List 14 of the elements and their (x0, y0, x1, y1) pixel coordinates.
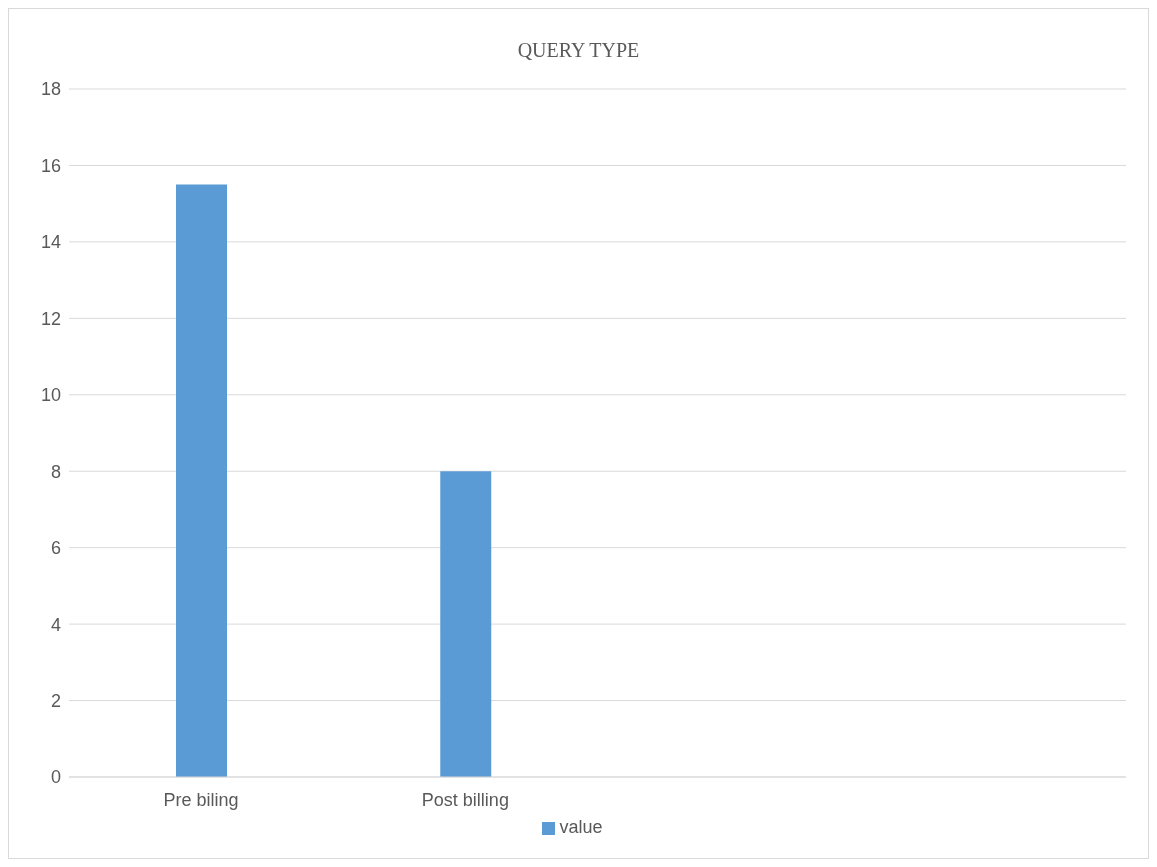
y-tick-label: 10 (40, 385, 61, 406)
x-tick-label: Pre biling (163, 789, 239, 810)
chart-title: QUERY TYPE (516, 39, 641, 62)
y-tick-label: 2 (50, 690, 61, 711)
y-tick-label: 4 (50, 614, 61, 635)
y-tick-label: 14 (40, 232, 61, 253)
y-tick-label: 16 (40, 155, 61, 176)
legend-label: value (559, 817, 603, 837)
y-tick-label: 8 (50, 461, 61, 482)
y-tick-label: 6 (50, 538, 61, 559)
x-tick-label: Post billing (421, 789, 509, 810)
y-tick-label: 0 (50, 767, 61, 788)
y-tick-label: 12 (40, 308, 61, 329)
y-tick-label: 18 (40, 79, 61, 100)
